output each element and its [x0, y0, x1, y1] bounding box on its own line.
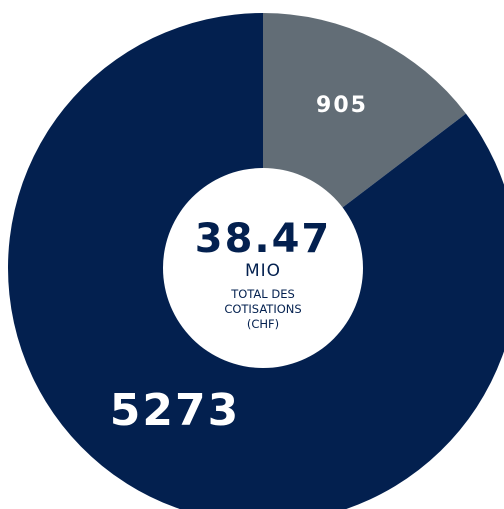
center-caption-line-2: COTISATIONS — [224, 302, 301, 316]
slice-label-905: 905 — [316, 93, 368, 118]
slice-label-5273: 5273 — [110, 385, 240, 436]
donut-hole — [163, 168, 363, 368]
center-caption-line-3: (CHF) — [247, 317, 279, 331]
center-unit-label: MIO — [245, 261, 281, 281]
center-caption-line-1: TOTAL DES — [230, 287, 295, 301]
center-total-value: 38.47 — [195, 216, 332, 262]
